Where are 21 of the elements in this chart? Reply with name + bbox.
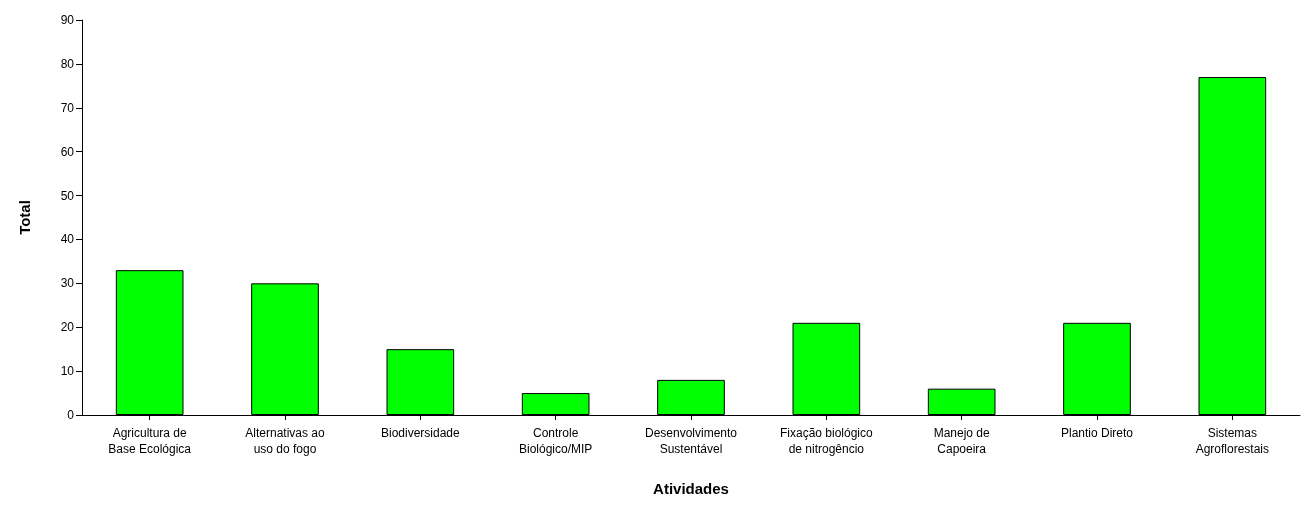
y-tick-label: 70 [60,100,75,115]
x-axis-title: Atividades [653,480,729,497]
y-tick-label: 90 [60,13,75,27]
x-tick-label: Biodiversidade [380,426,461,440]
y-tick-label: 30 [60,276,75,291]
x-tick-label: Sistemas Agroflorestais [1195,426,1270,456]
x-tick-label: Controle Biológico/MIP [518,426,593,456]
x-tick-label: Desenvolvimento Sustentável [644,426,738,456]
y-tick-label: 80 [60,56,75,71]
y-tick-label: 60 [60,144,75,159]
y-tick-label: 40 [60,232,75,247]
x-tick-label: Alternativas ao uso do fogo [245,426,326,456]
x-tick-label: Plantio Direto [1060,426,1134,440]
y-tick-label: 50 [60,188,75,203]
y-axis-title: Total [16,200,33,235]
y-tick-label: 0 [67,408,75,422]
y-tick-label: 20 [60,320,75,335]
x-tick-label: Agricultura de Base Ecológica [108,426,192,456]
y-tick-label: 10 [60,364,75,379]
x-tick-label: Fixação biológico de nitrogêncio [779,426,874,456]
x-tick-label: Manejo de Capoeira [933,426,991,456]
